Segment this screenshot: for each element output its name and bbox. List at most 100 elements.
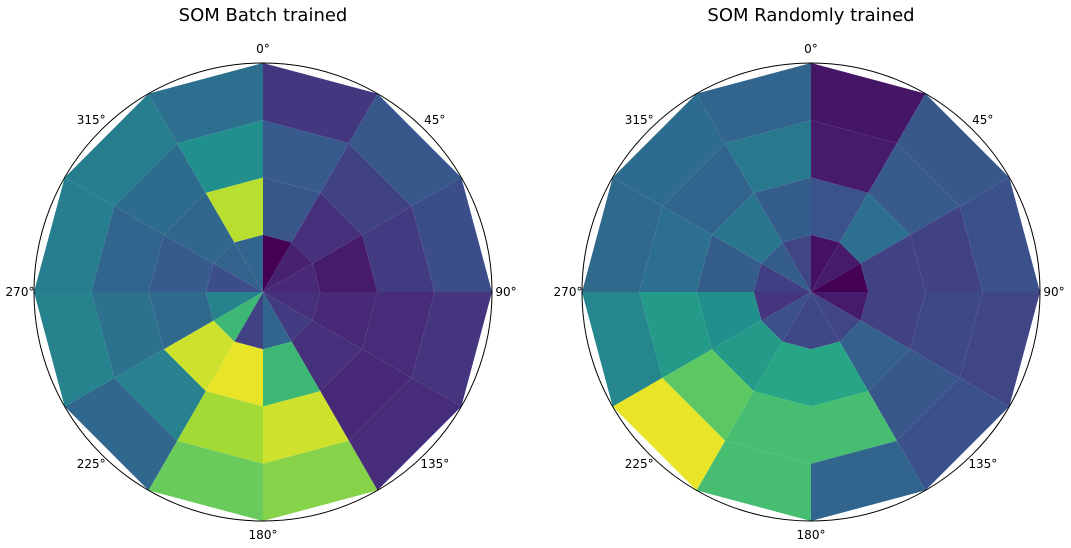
- heatmap-cell-s4-r3: [896, 377, 1010, 491]
- heatmap-cell-s6-r0: [234, 292, 263, 350]
- heatmap-cell-s0-r3: [263, 63, 378, 144]
- heatmap-cell-s2-r3: [411, 177, 492, 292]
- heatmap-cells-random: [582, 63, 1040, 521]
- heatmap-cell-s11-r0: [234, 234, 263, 292]
- theta-tick-label-6: 270°: [6, 285, 35, 299]
- heatmap-cell-s0-r0: [263, 234, 292, 292]
- heatmap-cell-s3-r1: [860, 292, 926, 350]
- heatmap-cell-s10-r2: [114, 143, 206, 235]
- heatmap-cell-s3-r1: [312, 292, 378, 350]
- heatmap-cell-s0-r1: [263, 177, 321, 243]
- heatmap-cell-s9-r3: [34, 177, 115, 292]
- heatmap-cell-s7-r3: [64, 377, 178, 491]
- heatmap-cell-s6-r0: [782, 292, 811, 350]
- heatmap-cells-batch: [34, 63, 492, 521]
- heatmap-cell-s8-r0: [205, 292, 263, 321]
- heatmap-cell-s9-r2: [91, 206, 164, 292]
- heatmap-cell-s10-r1: [163, 192, 235, 264]
- heatmap-cell-s4-r2: [868, 349, 960, 441]
- theta-tick-label-4: 180°: [797, 528, 826, 542]
- heatmap-cell-s7-r2: [662, 349, 754, 441]
- heatmap-cell-s5-r3: [263, 440, 378, 521]
- heatmap-cell-s10-r3: [612, 93, 726, 207]
- chart-title-batch: SOM Batch trained: [179, 5, 348, 26]
- heatmap-cell-s9-r2: [639, 206, 712, 292]
- theta-tick-label-7: 315°: [625, 113, 654, 127]
- polar-frame-random: [581, 62, 1041, 522]
- heatmap-cell-s3-r3: [411, 292, 492, 407]
- heatmap-cell-s5-r0: [811, 292, 840, 350]
- heatmap-cell-s11-r1: [753, 177, 811, 243]
- heatmap-cell-s2-r0: [263, 263, 321, 292]
- theta-tick-label-1: 45°: [972, 113, 993, 127]
- heatmap-cell-s10-r0: [213, 242, 263, 292]
- heatmap-cell-s1-r0: [263, 242, 313, 292]
- heatmap-cell-s11-r0: [782, 234, 811, 292]
- heatmap-cell-s10-r3: [64, 93, 178, 207]
- theta-tick-label-5: 225°: [77, 457, 106, 471]
- heatmap-cell-s8-r3: [34, 292, 115, 407]
- polar-frame-batch: [33, 62, 493, 522]
- heatmap-cell-s6-r1: [753, 341, 811, 407]
- heatmap-cell-s11-r1: [205, 177, 263, 243]
- theta-tick-label-2: 90°: [1043, 285, 1064, 299]
- heatmap-cell-s10-r0: [761, 242, 811, 292]
- theta-tick-label-3: 135°: [968, 457, 997, 471]
- heatmap-cell-s5-r2: [811, 391, 897, 464]
- theta-ticks-batch: 0° 45° 90° 135° 180° 225° 270° 315°: [6, 42, 517, 542]
- theta-tick-label-7: 315°: [77, 113, 106, 127]
- theta-tick-label-1: 45°: [424, 113, 445, 127]
- heatmap-cell-s4-r3: [348, 377, 462, 491]
- heatmap-cell-s6-r1: [205, 341, 263, 407]
- heatmap-cell-s3-r0: [811, 292, 869, 321]
- theta-tick-label-2: 90°: [495, 285, 516, 299]
- heatmap-cell-s4-r0: [263, 292, 313, 342]
- heatmap-cell-s6-r3: [696, 440, 811, 521]
- heatmap-cell-s7-r3: [612, 377, 726, 491]
- heatmap-cell-s3-r0: [263, 292, 321, 321]
- heatmap-cell-s2-r1: [312, 234, 378, 292]
- heatmap-cell-s6-r3: [148, 440, 263, 521]
- heatmap-cell-s2-r3: [959, 177, 1040, 292]
- heatmap-cell-s4-r1: [839, 320, 911, 392]
- heatmap-cell-s11-r3: [148, 63, 263, 144]
- theta-tick-label-5: 225°: [625, 457, 654, 471]
- heatmap-cell-s9-r0: [205, 263, 263, 292]
- heatmap-cell-s3-r2: [910, 292, 983, 378]
- heatmap-cell-s1-r2: [320, 143, 412, 235]
- heatmap-cell-s3-r2: [362, 292, 435, 378]
- theta-tick-label-3: 135°: [420, 457, 449, 471]
- heatmap-cell-s1-r1: [839, 192, 911, 264]
- heatmap-cell-s10-r2: [662, 143, 754, 235]
- theta-tick-label-0: 0°: [804, 42, 818, 56]
- heatmap-cell-s4-r1: [291, 320, 363, 392]
- heatmap-cell-s4-r2: [320, 349, 412, 441]
- chart-title-random: SOM Randomly trained: [707, 5, 914, 26]
- heatmap-cell-s7-r2: [114, 349, 206, 441]
- heatmap-cell-s11-r3: [696, 63, 811, 144]
- heatmap-cell-s7-r1: [711, 320, 783, 392]
- heatmap-cell-s2-r2: [910, 206, 983, 292]
- polar-heatmap-batch: SOM Batch trained 0° 45° 90° 135° 180° 225° 27…: [6, 5, 517, 542]
- heatmap-cell-s7-r0: [761, 292, 811, 342]
- heatmap-cell-s8-r2: [639, 292, 712, 378]
- heatmap-cell-s11-r2: [725, 120, 811, 193]
- heatmap-cell-s8-r3: [582, 292, 663, 407]
- theta-tick-label-6: 270°: [554, 285, 583, 299]
- heatmap-cell-s4-r0: [811, 292, 861, 342]
- heatmap-cell-s5-r3: [811, 440, 926, 521]
- heatmap-cell-s6-r2: [177, 391, 263, 464]
- heatmap-cell-s9-r1: [148, 234, 214, 292]
- heatmap-cell-s2-r1: [860, 234, 926, 292]
- heatmap-cell-s7-r1: [163, 320, 235, 392]
- heatmap-cell-s2-r0: [811, 263, 869, 292]
- heatmap-cell-s1-r3: [348, 93, 462, 207]
- theta-tick-label-4: 180°: [249, 528, 278, 542]
- heatmap-cell-s1-r0: [811, 242, 861, 292]
- heatmap-cell-s5-r1: [263, 341, 321, 407]
- heatmap-cell-s0-r2: [811, 120, 897, 193]
- theta-tick-label-0: 0°: [256, 42, 270, 56]
- heatmap-cell-s0-r1: [811, 177, 869, 243]
- heatmap-cell-s5-r0: [263, 292, 292, 350]
